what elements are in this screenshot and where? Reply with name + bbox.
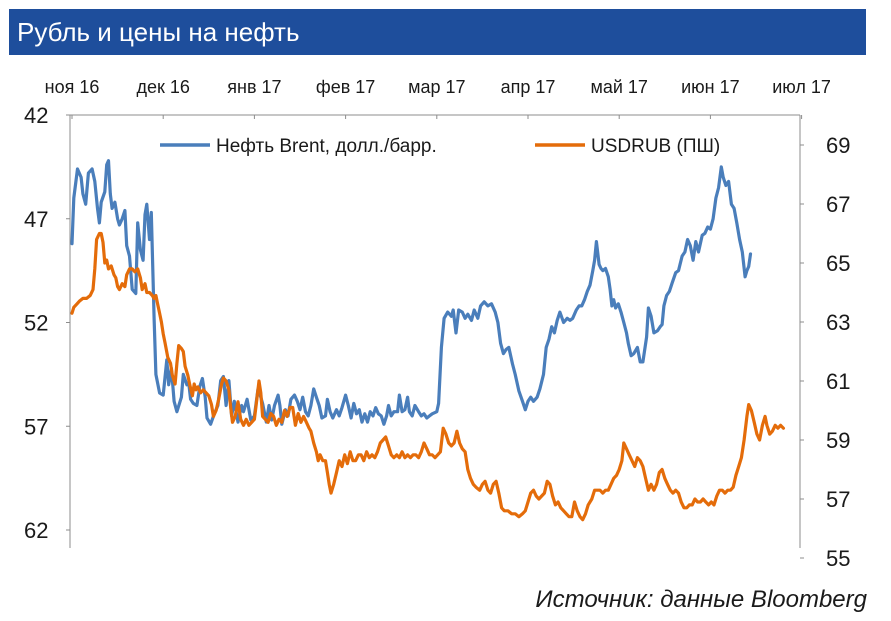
x-tick-label: фев 17 (316, 77, 375, 97)
chart-area: ноя 16 дек 16 янв 17 фев 17 мар 17 апр 17 май … (24, 77, 850, 571)
left-tick-label: 47 (24, 207, 48, 232)
x-tick-label: июл 17 (772, 77, 831, 97)
x-tick-label: мар 17 (408, 77, 465, 97)
source-note: Источник: данные Bloomberg (535, 586, 867, 613)
brent-series-line (70, 159, 753, 426)
x-tick-label: апр 17 (501, 77, 556, 97)
right-tick-label: 63 (826, 310, 850, 335)
left-tick-label: 52 (24, 311, 48, 336)
right-tick-label: 69 (826, 133, 850, 158)
left-tick-label: 42 (24, 103, 48, 128)
x-tick-label: дек 16 (136, 77, 189, 97)
chart-title-bar: Рубль и цены на нефть (9, 9, 866, 55)
usdrub-series-line (70, 231, 785, 522)
x-tick-label: ноя 16 (45, 77, 100, 97)
right-tick-label: 65 (826, 251, 850, 276)
legend-brent-label: Нефть Brent, долл./барр. (216, 136, 437, 157)
chart-title: Рубль и цены на нефть (17, 17, 300, 47)
x-tick-label: янв 17 (227, 77, 281, 97)
right-tick-label: 55 (826, 546, 850, 571)
left-tick-label: 62 (24, 518, 48, 543)
right-tick-label: 67 (826, 192, 850, 217)
right-tick-label: 61 (826, 369, 850, 394)
left-tick-label: 57 (24, 414, 48, 439)
x-tick-label: июн 17 (681, 77, 740, 97)
right-tick-label: 57 (826, 487, 850, 512)
legend-usdrub-label: USDRUB (ПШ) (591, 136, 720, 157)
x-tick-label: май 17 (590, 77, 647, 97)
right-tick-label: 59 (826, 428, 850, 453)
